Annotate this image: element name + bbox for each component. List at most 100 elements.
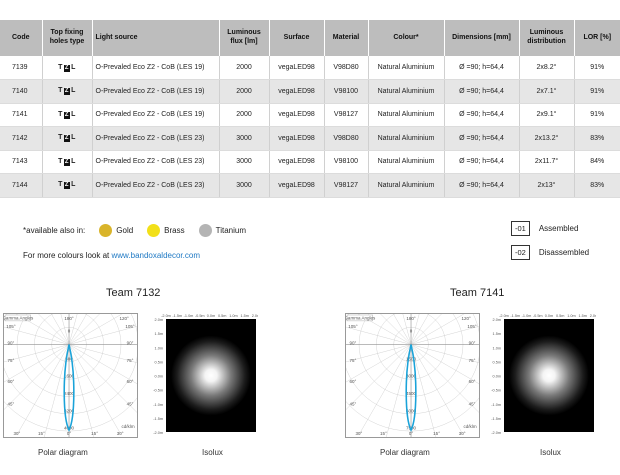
more-colours-text: For more colours look at bbox=[23, 251, 110, 260]
cell-light-source: O-Prevaled Eco Z2 - CoB (LES 19) bbox=[92, 103, 220, 127]
angle-label-right: 90° bbox=[469, 341, 476, 346]
ring-label-zero: 0 bbox=[68, 329, 71, 334]
header-material: Material bbox=[324, 20, 369, 56]
isolux-x-tick: 1.0m bbox=[567, 314, 575, 318]
ring-label: 4500 bbox=[406, 391, 417, 396]
isolux-x-tick: 0.5m bbox=[556, 314, 564, 318]
beam-lobe bbox=[405, 344, 417, 432]
angle-label-right: 90° bbox=[127, 341, 134, 346]
fixing-l: L bbox=[71, 134, 76, 142]
header-colour: Colour* bbox=[368, 20, 445, 56]
angle-label-left: 45° bbox=[8, 402, 15, 407]
isolux-x-tick: -1.0m bbox=[184, 314, 194, 318]
isolux-x-tick: -0.5m bbox=[195, 314, 205, 318]
fixing-z-icon: Z bbox=[63, 88, 71, 96]
ring-label: 1600 bbox=[64, 374, 75, 379]
legend-label-assembled: Assembled bbox=[538, 224, 579, 233]
angle-label-left: 60° bbox=[350, 379, 357, 384]
cell-lor: 83% bbox=[574, 126, 620, 151]
angle-label-top-right: 120° bbox=[461, 316, 471, 321]
cell-luminous-distribution: 2x8.2° bbox=[519, 56, 575, 80]
polar-diagram-caption: Polar diagram bbox=[380, 448, 430, 457]
angle-label-bottom: 15° bbox=[433, 431, 440, 436]
polar-diagram-caption: Polar diagram bbox=[38, 448, 88, 457]
gamma-angles-label: Gamma Angles bbox=[3, 316, 34, 321]
cell-code: 7144 bbox=[0, 173, 43, 198]
table-row: 7141 T Z L O-Prevaled Eco Z2 - CoB (LES 19) 2… bbox=[0, 103, 620, 127]
angle-label-right: 45° bbox=[469, 402, 476, 407]
brass-swatch bbox=[147, 224, 161, 237]
isolux-x-tick: 1.0m bbox=[229, 314, 237, 318]
table-header-row: Code Top fixing holes type Light source … bbox=[0, 20, 620, 56]
cell-code: 7139 bbox=[0, 56, 43, 80]
header-surface: Surface bbox=[269, 20, 325, 56]
cell-surface: vegaLED98 bbox=[269, 126, 325, 151]
cell-dimensions: Ø =90; h=64,4 bbox=[444, 103, 520, 127]
fixing-z-icon: Z bbox=[63, 64, 71, 72]
cell-luminous-flux: 2000 bbox=[219, 79, 270, 104]
isolux-x-tick: 0.0m bbox=[545, 314, 553, 318]
isolux-x-tick: -0.5m bbox=[533, 314, 543, 318]
decor-website-link[interactable]: www.bandoxaldecor.com bbox=[111, 251, 201, 260]
isolux-y-tick: -2.0m bbox=[491, 431, 501, 435]
ring-label-zero: 0 bbox=[410, 329, 413, 334]
ring-label: 6000 bbox=[406, 408, 417, 413]
angle-label-bottom: 30° bbox=[355, 431, 362, 436]
isolux-y-tick: -2.0m bbox=[153, 431, 163, 435]
cell-dimensions: Ø =90; h=64,4 bbox=[444, 56, 520, 80]
angle-label-bottom: 15° bbox=[38, 431, 45, 436]
ring-label: 1500 bbox=[406, 356, 417, 361]
isolux-y-tick: 1.0m bbox=[155, 346, 163, 350]
isolux-y-tick: 2.0m bbox=[155, 318, 163, 322]
angle-label-bottom: 0° bbox=[67, 431, 72, 436]
isolux-y-tick: 0.0m bbox=[155, 375, 163, 379]
cell-material: V98D80 bbox=[324, 126, 369, 151]
legend-code-disassembled: -02 bbox=[511, 245, 530, 260]
fixing-z-icon: Z bbox=[63, 158, 71, 166]
table-row: 7144 T Z L O-Prevaled Eco Z2 - CoB (LES 23) 3… bbox=[0, 173, 620, 198]
cell-colour: Natural Aluminium bbox=[368, 79, 445, 104]
cell-dimensions: Ø =90; h=64,4 bbox=[444, 150, 520, 174]
cell-surface: vegaLED98 bbox=[269, 56, 325, 80]
header-light-source: Light source bbox=[92, 20, 220, 56]
header-dimensions: Dimensions [mm] bbox=[444, 20, 520, 56]
fixing-z-icon: Z bbox=[63, 135, 71, 143]
angle-label-right: 105° bbox=[125, 324, 135, 329]
isolux-x-tick: -1.5m bbox=[510, 314, 520, 318]
brass-label: Brass bbox=[164, 226, 185, 235]
cell-luminous-flux: 2000 bbox=[219, 103, 270, 127]
cell-code: 7143 bbox=[0, 150, 43, 174]
fixing-z-icon: Z bbox=[63, 111, 71, 119]
isolux-x-tick: 0.0m bbox=[207, 314, 215, 318]
titanium-label: Titanium bbox=[215, 226, 247, 235]
fixing-t: T bbox=[58, 134, 63, 142]
cell-colour: Natural Aluminium bbox=[368, 56, 445, 80]
isolux-y-tick: 1.0m bbox=[493, 346, 501, 350]
isolux-y-tick: -1.5m bbox=[491, 417, 501, 421]
cell-luminous-distribution: 2x13° bbox=[519, 173, 575, 198]
beam-lobe bbox=[63, 344, 75, 432]
angle-label-left: 105° bbox=[6, 324, 16, 329]
isolux-x-tick: -1.5m bbox=[172, 314, 182, 318]
ring-label: 2400 bbox=[64, 391, 75, 396]
angle-label-right: 75° bbox=[127, 358, 134, 363]
ring-label: 800 bbox=[65, 356, 73, 361]
table-row: 7142 T Z L O-Prevaled Eco Z2 - CoB (LES 23) 3… bbox=[0, 126, 620, 151]
isolux-y-tick: 0.5m bbox=[155, 360, 163, 364]
cell-colour: Natural Aluminium bbox=[368, 126, 445, 151]
table-row: 7143 T Z L O-Prevaled Eco Z2 - CoB (LES 23) 3… bbox=[0, 150, 620, 174]
cell-light-source: O-Prevaled Eco Z2 - CoB (LES 19) bbox=[92, 56, 220, 80]
angle-label-bottom: 15° bbox=[91, 431, 98, 436]
cell-colour: Natural Aluminium bbox=[368, 150, 445, 174]
cell-lor: 83% bbox=[574, 173, 620, 198]
titanium-swatch bbox=[198, 224, 212, 237]
cell-surface: vegaLED98 bbox=[269, 150, 325, 174]
polar-diagram: Gamma Angles 180° 120° 105° 90° 75° 60° 45° 105°… bbox=[345, 313, 480, 438]
fixing-t: T bbox=[58, 87, 63, 95]
